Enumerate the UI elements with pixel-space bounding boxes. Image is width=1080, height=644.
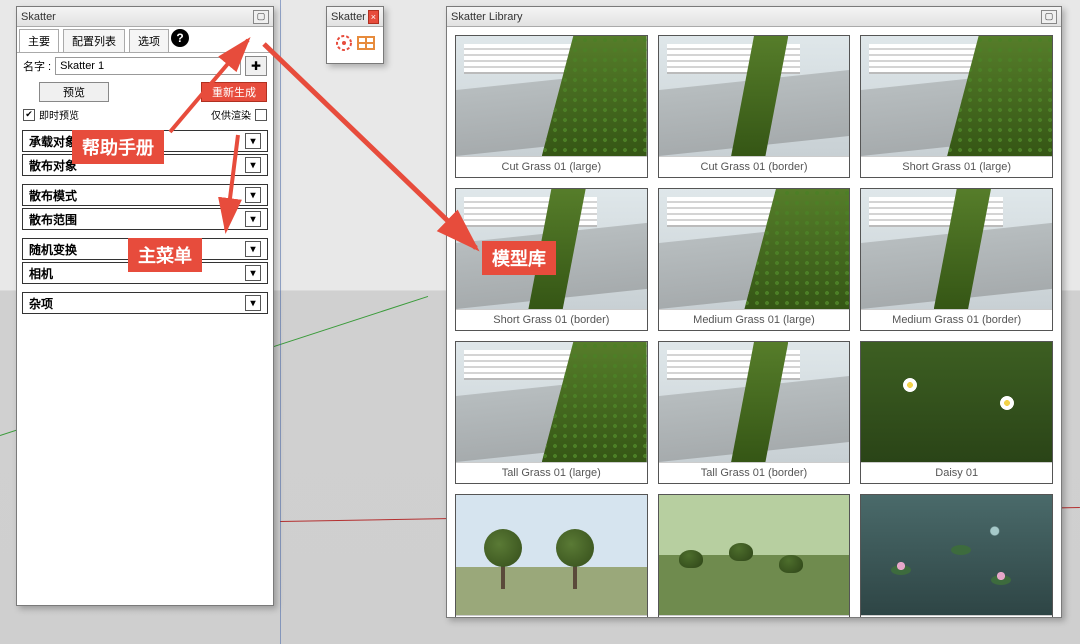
library-thumb — [861, 189, 1052, 309]
library-item-label: Cut Grass 01 (border) — [659, 156, 850, 177]
expand-icon[interactable]: ▾ — [245, 211, 261, 227]
axis-z — [280, 0, 281, 644]
section-2[interactable]: 散布模式 ▾ — [22, 184, 268, 206]
library-item[interactable]: Daisy 01 — [860, 341, 1053, 484]
expand-icon[interactable]: ▾ — [245, 241, 261, 257]
library-item-label: Cut Grass 01 (large) — [456, 156, 647, 177]
library-item[interactable]: Water lilies 01 — [860, 494, 1053, 617]
section-label: 随机变换 — [29, 241, 77, 258]
section-label: 散布对象 — [29, 157, 77, 174]
section-4[interactable]: 随机变换 ▾ — [22, 238, 268, 260]
skatter-panel-title: Skatter — [21, 11, 56, 23]
section-label: 散布模式 — [29, 187, 77, 204]
section-label: 承载对象 — [29, 133, 77, 150]
library-thumb — [659, 495, 850, 615]
skatter-main-icon[interactable] — [334, 33, 354, 53]
expand-icon[interactable]: ▾ — [245, 295, 261, 311]
library-thumb — [456, 36, 647, 156]
library-item-label: Medium Grass 01 (border) — [861, 309, 1052, 330]
toolbar-title: Skatter — [331, 11, 366, 23]
library-item-label: Daisy 01 — [861, 462, 1052, 483]
library-item-label: Tall Grass 01 (border) — [659, 462, 850, 483]
tab-bar: 主要 配置列表 选项 ? — [17, 27, 273, 53]
section-label: 相机 — [29, 265, 53, 282]
library-item-label: Water lilies 01 — [861, 615, 1052, 617]
sections-container: 承载对象 ▾ 散布对象 ▾ 散布模式 ▾ 散布范围 ▾ 随机变换 ▾ 相机 ▾ 杂项 ▾ — [17, 130, 273, 314]
skatter-toolbar: Skatter × — [326, 6, 384, 64]
library-item[interactable]: Short Grass 01 (large) — [860, 35, 1053, 178]
expand-icon[interactable]: ▾ — [245, 157, 261, 173]
section-1[interactable]: 散布对象 ▾ — [22, 154, 268, 176]
checkbox-row: ✔ 即时预览 仅供渲染 — [17, 105, 273, 124]
library-item[interactable]: Bushes 01 — [658, 494, 851, 617]
library-thumb — [456, 342, 647, 462]
tab-main[interactable]: 主要 — [19, 29, 59, 52]
section-0[interactable]: 承载对象 ▾ — [22, 130, 268, 152]
tab-options[interactable]: 选项 — [129, 29, 169, 52]
instant-preview-checkbox[interactable]: ✔ — [23, 109, 35, 121]
section-3[interactable]: 散布范围 ▾ — [22, 208, 268, 230]
skatter-library-panel: Skatter Library ▢ Cut Grass 01 (large)Cu… — [446, 6, 1062, 618]
close-icon[interactable]: × — [368, 10, 379, 24]
section-label: 散布范围 — [29, 211, 77, 228]
instant-preview-label: 即时预览 — [39, 107, 79, 122]
library-item[interactable]: Short Grass 01 (border) — [455, 188, 648, 331]
library-thumb — [456, 495, 647, 615]
expand-icon[interactable]: ▾ — [245, 265, 261, 281]
library-thumb — [861, 495, 1052, 615]
render-only-label: 仅供渲染 — [211, 107, 251, 122]
library-thumb — [659, 189, 850, 309]
render-only-checkbox[interactable] — [255, 109, 267, 121]
library-item-label: Trees 01 — [456, 615, 647, 617]
library-item-label: Bushes 01 — [659, 615, 850, 617]
preview-row: 预览 重新生成 — [17, 79, 273, 105]
library-item[interactable]: Medium Grass 01 (large) — [658, 188, 851, 331]
expand-icon[interactable]: ▾ — [245, 133, 261, 149]
library-item-label: Short Grass 01 (border) — [456, 309, 647, 330]
preview-button[interactable]: 预览 — [39, 82, 109, 102]
library-titlebar[interactable]: Skatter Library ▢ — [447, 7, 1061, 27]
library-thumb — [861, 36, 1052, 156]
skatter-main-panel: Skatter ▢ 主要 配置列表 选项 ? 名字 : ✚ 预览 重新生成 ✔ … — [16, 6, 274, 606]
library-thumb — [659, 342, 850, 462]
library-item[interactable]: Cut Grass 01 (large) — [455, 35, 648, 178]
library-item[interactable]: Trees 01 — [455, 494, 648, 617]
skatter-panel-titlebar[interactable]: Skatter ▢ — [17, 7, 273, 27]
section-5[interactable]: 相机 ▾ — [22, 262, 268, 284]
library-item[interactable]: Medium Grass 01 (border) — [860, 188, 1053, 331]
name-label: 名字 : — [23, 58, 51, 74]
expand-icon[interactable]: ▾ — [245, 187, 261, 203]
library-thumb — [456, 189, 647, 309]
library-item[interactable]: Tall Grass 01 (border) — [658, 341, 851, 484]
library-thumb — [659, 36, 850, 156]
library-item-label: Medium Grass 01 (large) — [659, 309, 850, 330]
name-input[interactable] — [55, 57, 241, 75]
library-item-label: Short Grass 01 (large) — [861, 156, 1052, 177]
library-grid: Cut Grass 01 (large) Cut Grass 01 (border… — [455, 35, 1053, 617]
skatter-library-icon[interactable] — [356, 33, 376, 53]
save-preset-icon[interactable]: ✚ — [245, 56, 267, 76]
tab-config-list[interactable]: 配置列表 — [63, 29, 125, 52]
library-thumb — [861, 342, 1052, 462]
library-item-label: Tall Grass 01 (large) — [456, 462, 647, 483]
library-item[interactable]: Cut Grass 01 (border) — [658, 35, 851, 178]
toolbar-titlebar[interactable]: Skatter × — [327, 7, 383, 27]
section-6[interactable]: 杂项 ▾ — [22, 292, 268, 314]
name-row: 名字 : ✚ — [17, 53, 273, 79]
library-item[interactable]: Tall Grass 01 (large) — [455, 341, 648, 484]
collapse-icon[interactable]: ▢ — [253, 10, 269, 24]
section-label: 杂项 — [29, 295, 53, 312]
collapse-icon[interactable]: ▢ — [1041, 10, 1057, 24]
regenerate-button[interactable]: 重新生成 — [201, 82, 267, 102]
help-icon[interactable]: ? — [171, 29, 189, 47]
library-title: Skatter Library — [451, 11, 523, 23]
